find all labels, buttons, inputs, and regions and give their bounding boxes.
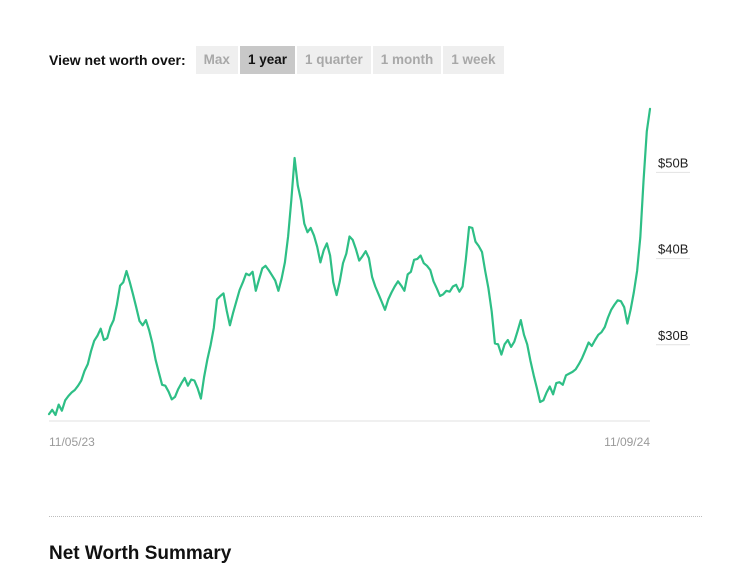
y-tick-label: $50B <box>658 155 688 170</box>
range-1-quarter-button[interactable]: 1 quarter <box>296 46 371 74</box>
controls-label: View net worth over: <box>49 52 186 68</box>
range-1-week-button[interactable]: 1 week <box>443 46 504 74</box>
x-tick-label-end: 11/09/24 <box>604 435 650 449</box>
x-tick-label-start: 11/05/23 <box>49 435 95 449</box>
range-1-month-button[interactable]: 1 month <box>372 46 442 74</box>
range-1-year-button[interactable]: 1 year <box>239 46 295 74</box>
net-worth-summary-heading: Net Worth Summary <box>49 543 232 564</box>
range-max-button[interactable]: Max <box>195 46 238 74</box>
time-range-controls: View net worth over: Max 1 year 1 quarte… <box>49 46 506 74</box>
section-divider <box>49 516 702 517</box>
net-worth-line-series-0 <box>47 107 652 417</box>
net-worth-chart: $30B $40B $50B 11/05/23 11/09/24 <box>47 107 690 449</box>
y-tick-label: $30B <box>658 328 688 343</box>
y-tick-label: $40B <box>658 242 688 257</box>
